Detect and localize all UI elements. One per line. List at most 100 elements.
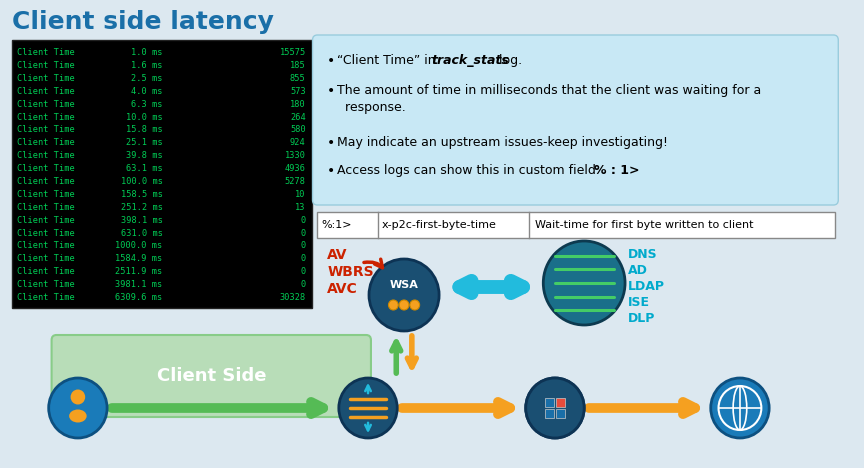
Text: Client Time: Client Time bbox=[16, 87, 74, 95]
Text: x-p2c-first-byte-time: x-p2c-first-byte-time bbox=[382, 220, 497, 230]
Text: % : 1>: % : 1> bbox=[594, 164, 639, 177]
Text: 4.0 ms: 4.0 ms bbox=[131, 87, 162, 95]
FancyBboxPatch shape bbox=[313, 35, 838, 205]
Text: 25.1 ms: 25.1 ms bbox=[126, 139, 162, 147]
Text: 1.6 ms: 1.6 ms bbox=[131, 61, 162, 70]
Circle shape bbox=[369, 259, 439, 331]
Text: Client Time: Client Time bbox=[16, 100, 74, 109]
Circle shape bbox=[389, 300, 398, 310]
FancyBboxPatch shape bbox=[12, 40, 312, 308]
Text: 855: 855 bbox=[290, 74, 306, 83]
Text: 39.8 ms: 39.8 ms bbox=[126, 151, 162, 160]
Text: 2511.9 ms: 2511.9 ms bbox=[115, 267, 162, 276]
Circle shape bbox=[399, 300, 409, 310]
Text: DLP: DLP bbox=[628, 312, 656, 325]
FancyBboxPatch shape bbox=[545, 409, 554, 418]
Text: Client Time: Client Time bbox=[16, 48, 74, 57]
Text: Client Time: Client Time bbox=[16, 151, 74, 160]
Text: 10.0 ms: 10.0 ms bbox=[126, 112, 162, 122]
Text: 580: 580 bbox=[290, 125, 306, 134]
Text: 0: 0 bbox=[301, 267, 306, 276]
Text: 1584.9 ms: 1584.9 ms bbox=[115, 255, 162, 263]
Text: AV: AV bbox=[327, 248, 347, 262]
FancyBboxPatch shape bbox=[52, 335, 371, 417]
FancyBboxPatch shape bbox=[539, 392, 570, 424]
Text: Client Time: Client Time bbox=[16, 139, 74, 147]
Circle shape bbox=[71, 389, 86, 404]
Text: •: • bbox=[327, 164, 335, 178]
Text: 251.2 ms: 251.2 ms bbox=[121, 203, 162, 212]
Text: “Client Time” in: “Client Time” in bbox=[337, 54, 440, 67]
Text: 180: 180 bbox=[290, 100, 306, 109]
Text: Client Time: Client Time bbox=[16, 203, 74, 212]
Text: Client side latency: Client side latency bbox=[12, 10, 274, 34]
Text: Client Time: Client Time bbox=[16, 112, 74, 122]
Text: 15575: 15575 bbox=[279, 48, 306, 57]
Text: 15.8 ms: 15.8 ms bbox=[126, 125, 162, 134]
Text: %:1>: %:1> bbox=[321, 220, 352, 230]
Text: Client Time: Client Time bbox=[16, 125, 74, 134]
Text: 631.0 ms: 631.0 ms bbox=[121, 228, 162, 238]
Text: 4936: 4936 bbox=[285, 164, 306, 173]
Ellipse shape bbox=[69, 410, 86, 423]
Text: WSA: WSA bbox=[390, 280, 418, 290]
Text: 1330: 1330 bbox=[285, 151, 306, 160]
Text: Client Time: Client Time bbox=[16, 61, 74, 70]
Text: Client Time: Client Time bbox=[16, 267, 74, 276]
FancyBboxPatch shape bbox=[556, 409, 565, 418]
Text: Access logs can show this in custom field: Access logs can show this in custom fiel… bbox=[337, 164, 600, 177]
Text: 13: 13 bbox=[295, 203, 306, 212]
Text: 63.1 ms: 63.1 ms bbox=[126, 164, 162, 173]
Text: 0: 0 bbox=[301, 228, 306, 238]
Text: 924: 924 bbox=[290, 139, 306, 147]
Text: 1.0 ms: 1.0 ms bbox=[131, 48, 162, 57]
Text: 158.5 ms: 158.5 ms bbox=[121, 190, 162, 199]
Text: AD: AD bbox=[628, 264, 648, 277]
Circle shape bbox=[48, 378, 107, 438]
Circle shape bbox=[526, 378, 584, 438]
Text: Wait-time for first byte written to client: Wait-time for first byte written to clie… bbox=[535, 220, 753, 230]
Text: AVC: AVC bbox=[327, 282, 358, 296]
Text: Client Time: Client Time bbox=[16, 177, 74, 186]
Text: 6.3 ms: 6.3 ms bbox=[131, 100, 162, 109]
Text: track_stats: track_stats bbox=[431, 54, 509, 67]
Text: DNS: DNS bbox=[628, 248, 658, 261]
Circle shape bbox=[711, 378, 769, 438]
Text: 0: 0 bbox=[301, 280, 306, 289]
Text: 0: 0 bbox=[301, 241, 306, 250]
Text: Client Time: Client Time bbox=[16, 293, 74, 302]
Circle shape bbox=[410, 300, 420, 310]
Text: 30328: 30328 bbox=[279, 293, 306, 302]
Text: •: • bbox=[327, 136, 335, 150]
Text: 1000.0 ms: 1000.0 ms bbox=[115, 241, 162, 250]
Text: Client Side: Client Side bbox=[156, 367, 266, 385]
Text: 100.0 ms: 100.0 ms bbox=[121, 177, 162, 186]
Text: May indicate an upstream issues-keep investigating!: May indicate an upstream issues-keep inv… bbox=[337, 136, 668, 149]
Text: 0: 0 bbox=[301, 216, 306, 225]
Text: The amount of time in milliseconds that the client was waiting for a
  response.: The amount of time in milliseconds that … bbox=[337, 84, 761, 114]
Text: Client Time: Client Time bbox=[16, 74, 74, 83]
Text: Client Time: Client Time bbox=[16, 241, 74, 250]
Circle shape bbox=[526, 378, 584, 438]
Text: 573: 573 bbox=[290, 87, 306, 95]
Text: 264: 264 bbox=[290, 112, 306, 122]
Text: 5278: 5278 bbox=[285, 177, 306, 186]
Text: Client Time: Client Time bbox=[16, 280, 74, 289]
Text: Client Time: Client Time bbox=[16, 216, 74, 225]
Text: Client Time: Client Time bbox=[16, 255, 74, 263]
Text: LDAP: LDAP bbox=[628, 280, 665, 293]
Text: •: • bbox=[327, 84, 335, 98]
Text: log.: log. bbox=[494, 54, 522, 67]
Text: Client Time: Client Time bbox=[16, 164, 74, 173]
Circle shape bbox=[543, 241, 625, 325]
Text: Client Time: Client Time bbox=[16, 228, 74, 238]
Text: 3981.1 ms: 3981.1 ms bbox=[115, 280, 162, 289]
Circle shape bbox=[339, 378, 397, 438]
Text: 10: 10 bbox=[295, 190, 306, 199]
Text: •: • bbox=[327, 54, 335, 68]
FancyBboxPatch shape bbox=[317, 212, 835, 238]
FancyBboxPatch shape bbox=[545, 398, 554, 407]
Text: 398.1 ms: 398.1 ms bbox=[121, 216, 162, 225]
Text: 0: 0 bbox=[301, 255, 306, 263]
Text: 185: 185 bbox=[290, 61, 306, 70]
